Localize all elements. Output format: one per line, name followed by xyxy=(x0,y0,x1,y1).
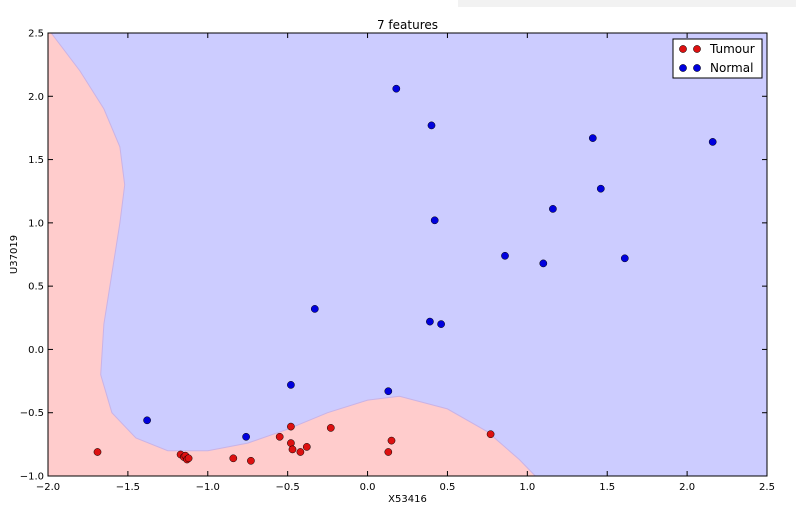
plot-frame xyxy=(47,32,768,477)
normal-point xyxy=(549,205,557,213)
normal-point xyxy=(392,84,401,93)
y-axis-label: U37019 xyxy=(9,235,20,274)
legend-tumour-marker-2 xyxy=(693,45,701,53)
y-tick-label: 0.5 xyxy=(28,282,44,293)
tumour-point xyxy=(229,454,238,463)
tumour-point xyxy=(184,454,193,463)
chart-title: 7 features xyxy=(377,18,438,32)
x-tick-label: 1.0 xyxy=(519,482,535,493)
tumour-point xyxy=(247,456,255,465)
legend-box xyxy=(672,38,763,79)
tumour-point xyxy=(287,422,295,431)
data-points xyxy=(93,84,717,465)
normal-point xyxy=(426,317,434,326)
x-tick-label: −0.5 xyxy=(276,482,300,493)
legend-tumour-marker-1 xyxy=(679,45,687,53)
tumour-point xyxy=(326,424,335,432)
x-tick-label: 2.5 xyxy=(759,482,775,493)
tumour-point xyxy=(275,432,284,441)
normal-point xyxy=(287,381,295,389)
tumour-point xyxy=(296,448,305,456)
y-tick-label: 0.0 xyxy=(28,345,44,356)
normal-point xyxy=(596,184,605,193)
normal-point xyxy=(588,134,597,142)
normal-point xyxy=(143,416,151,425)
axis-ticks: −2.0 −1.5 −1.0 −0.5 0.0 0.5 1.0 1.5 2.0 2.5 −1.0 −0… xyxy=(20,29,775,494)
x-tick-label: −2.0 xyxy=(36,482,60,493)
x-tick-label: 0.0 xyxy=(360,482,376,493)
y-tick-label: 1.5 xyxy=(28,155,44,166)
legend-tumour-label: Tumour xyxy=(709,42,755,56)
tumour-point xyxy=(288,445,297,454)
legend-normal-marker-2 xyxy=(693,64,701,72)
normal-point xyxy=(501,251,509,260)
normal-point xyxy=(310,305,319,313)
legend-normal-marker-1 xyxy=(679,64,687,72)
normal-point xyxy=(437,320,445,328)
legend-normal-label: Normal xyxy=(710,61,753,75)
normal-point xyxy=(427,121,436,130)
tumour-point xyxy=(387,436,396,445)
x-tick-label: 0.5 xyxy=(439,482,455,493)
x-tick-label: 2.0 xyxy=(679,482,695,493)
y-tick-label: −1.0 xyxy=(20,472,44,483)
decision-boundary xyxy=(50,33,536,476)
x-tick-label: 1.5 xyxy=(599,482,615,493)
x-axis-label: X53416 xyxy=(388,494,427,505)
tumour-point xyxy=(486,430,495,439)
x-tick-label: −1.5 xyxy=(116,482,140,493)
legend: Tumour Normal xyxy=(672,38,763,79)
y-tick-label: −0.5 xyxy=(20,408,44,419)
y-tick-label: 2.5 xyxy=(28,29,44,40)
top-right-strip xyxy=(458,0,796,7)
tumour-point xyxy=(93,448,102,456)
normal-point xyxy=(539,259,548,268)
normal-point xyxy=(384,387,393,396)
tumour-point xyxy=(287,439,295,447)
normal-point xyxy=(430,216,439,225)
y-tick-label: 1.0 xyxy=(28,218,44,229)
normal-point xyxy=(242,432,250,441)
normal-point xyxy=(708,138,717,146)
tumour-point xyxy=(302,443,311,451)
y-tick-label: 2.0 xyxy=(28,92,44,103)
tumour-point xyxy=(384,448,393,456)
normal-point xyxy=(620,254,629,263)
x-tick-label: −1.0 xyxy=(196,482,220,493)
